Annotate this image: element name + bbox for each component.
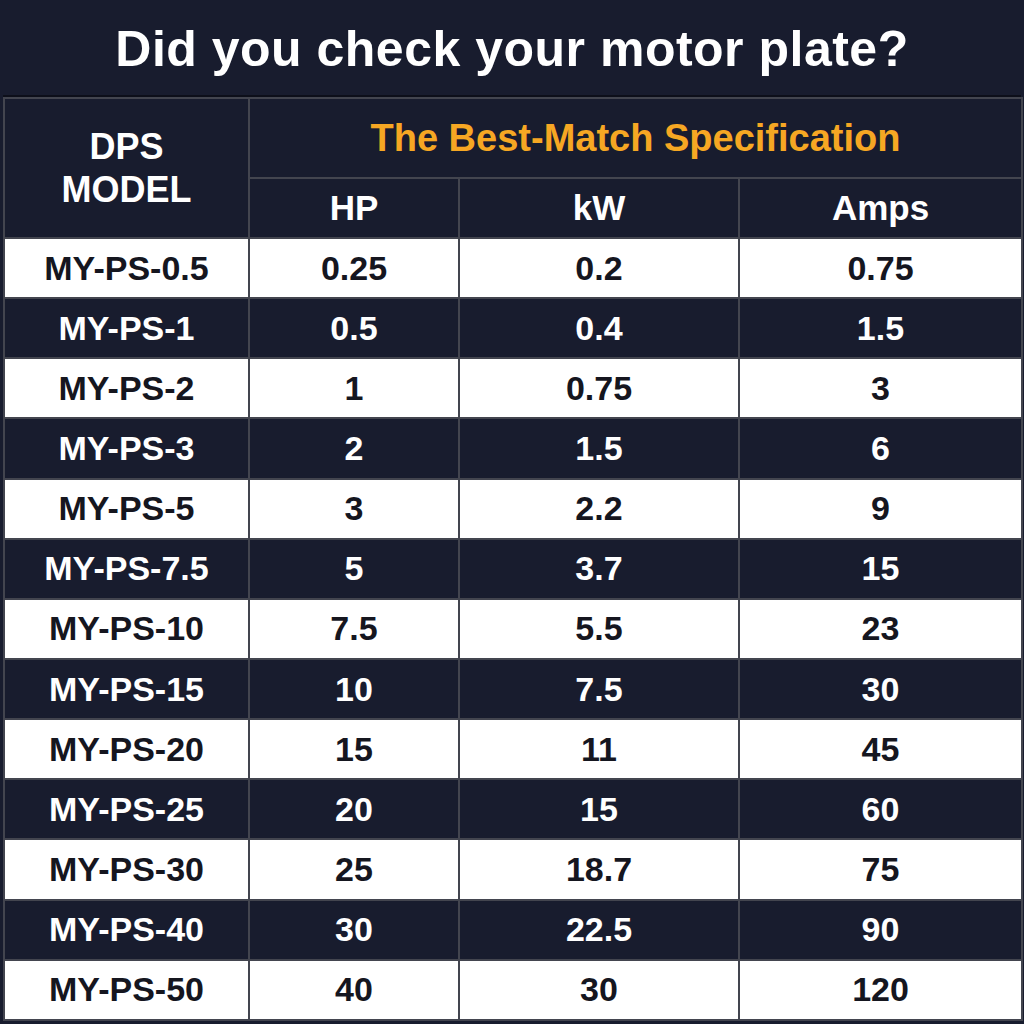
kw-cell: 15 bbox=[459, 779, 739, 839]
table-row: MY-PS-0.5 0.25 0.2 0.75 bbox=[4, 238, 1022, 298]
amps-cell: 30 bbox=[739, 659, 1022, 719]
table-row: MY-PS-1 0.5 0.4 1.5 bbox=[4, 298, 1022, 358]
model-column-header: DPS MODEL bbox=[4, 98, 249, 238]
kw-cell: 22.5 bbox=[459, 900, 739, 960]
hp-cell: 30 bbox=[249, 900, 459, 960]
table-row: MY-PS-15 10 7.5 30 bbox=[4, 659, 1022, 719]
table-row: MY-PS-30 25 18.7 75 bbox=[4, 839, 1022, 899]
kw-cell: 5.5 bbox=[459, 599, 739, 659]
model-cell: MY-PS-30 bbox=[4, 839, 249, 899]
table-body: MY-PS-0.5 0.25 0.2 0.75 MY-PS-1 0.5 0.4 … bbox=[4, 238, 1022, 1020]
amps-cell: 0.75 bbox=[739, 238, 1022, 298]
model-header-line1: DPS bbox=[5, 125, 248, 168]
model-cell: MY-PS-25 bbox=[4, 779, 249, 839]
table-row: MY-PS-20 15 11 45 bbox=[4, 719, 1022, 779]
amps-cell: 6 bbox=[739, 418, 1022, 478]
amps-cell: 9 bbox=[739, 479, 1022, 539]
hp-cell: 10 bbox=[249, 659, 459, 719]
amps-cell: 45 bbox=[739, 719, 1022, 779]
header-row-top: DPS MODEL The Best-Match Specification bbox=[4, 98, 1022, 178]
kw-cell: 0.4 bbox=[459, 298, 739, 358]
table-row: MY-PS-5 3 2.2 9 bbox=[4, 479, 1022, 539]
hp-cell: 7.5 bbox=[249, 599, 459, 659]
model-cell: MY-PS-15 bbox=[4, 659, 249, 719]
model-cell: MY-PS-40 bbox=[4, 900, 249, 960]
model-cell: MY-PS-3 bbox=[4, 418, 249, 478]
spec-table: DPS MODEL The Best-Match Specification H… bbox=[3, 97, 1023, 1021]
table-row: MY-PS-3 2 1.5 6 bbox=[4, 418, 1022, 478]
amps-cell: 1.5 bbox=[739, 298, 1022, 358]
hp-column-header: HP bbox=[249, 178, 459, 238]
kw-cell: 1.5 bbox=[459, 418, 739, 478]
model-cell: MY-PS-2 bbox=[4, 358, 249, 418]
amps-cell: 90 bbox=[739, 900, 1022, 960]
hp-cell: 40 bbox=[249, 960, 459, 1020]
amps-cell: 15 bbox=[739, 539, 1022, 599]
hp-cell: 20 bbox=[249, 779, 459, 839]
amps-cell: 60 bbox=[739, 779, 1022, 839]
hp-cell: 3 bbox=[249, 479, 459, 539]
title-band: Did you check your motor plate? bbox=[3, 3, 1021, 97]
table-row: MY-PS-25 20 15 60 bbox=[4, 779, 1022, 839]
hp-cell: 5 bbox=[249, 539, 459, 599]
amps-cell: 120 bbox=[739, 960, 1022, 1020]
model-cell: MY-PS-7.5 bbox=[4, 539, 249, 599]
table-row: MY-PS-7.5 5 3.7 15 bbox=[4, 539, 1022, 599]
hp-cell: 1 bbox=[249, 358, 459, 418]
amps-cell: 75 bbox=[739, 839, 1022, 899]
model-cell: MY-PS-50 bbox=[4, 960, 249, 1020]
model-cell: MY-PS-10 bbox=[4, 599, 249, 659]
kw-cell: 18.7 bbox=[459, 839, 739, 899]
table-row: MY-PS-2 1 0.75 3 bbox=[4, 358, 1022, 418]
table-header: DPS MODEL The Best-Match Specification H… bbox=[4, 98, 1022, 238]
hp-cell: 0.25 bbox=[249, 238, 459, 298]
kw-cell: 30 bbox=[459, 960, 739, 1020]
amps-cell: 23 bbox=[739, 599, 1022, 659]
amps-column-header: Amps bbox=[739, 178, 1022, 238]
kw-cell: 0.2 bbox=[459, 238, 739, 298]
hp-cell: 0.5 bbox=[249, 298, 459, 358]
table-row: MY-PS-10 7.5 5.5 23 bbox=[4, 599, 1022, 659]
hp-cell: 25 bbox=[249, 839, 459, 899]
spec-group-header: The Best-Match Specification bbox=[249, 98, 1022, 178]
hp-cell: 2 bbox=[249, 418, 459, 478]
kw-cell: 2.2 bbox=[459, 479, 739, 539]
model-cell: MY-PS-5 bbox=[4, 479, 249, 539]
hp-cell: 15 bbox=[249, 719, 459, 779]
model-cell: MY-PS-1 bbox=[4, 298, 249, 358]
kw-column-header: kW bbox=[459, 178, 739, 238]
page-title: Did you check your motor plate? bbox=[115, 20, 908, 78]
model-cell: MY-PS-20 bbox=[4, 719, 249, 779]
model-cell: MY-PS-0.5 bbox=[4, 238, 249, 298]
model-header-line2: MODEL bbox=[5, 168, 248, 211]
motor-spec-infographic: Did you check your motor plate? DPS MODE… bbox=[0, 0, 1024, 1024]
amps-cell: 3 bbox=[739, 358, 1022, 418]
kw-cell: 11 bbox=[459, 719, 739, 779]
table-row: MY-PS-40 30 22.5 90 bbox=[4, 900, 1022, 960]
kw-cell: 7.5 bbox=[459, 659, 739, 719]
kw-cell: 0.75 bbox=[459, 358, 739, 418]
table-row: MY-PS-50 40 30 120 bbox=[4, 960, 1022, 1020]
kw-cell: 3.7 bbox=[459, 539, 739, 599]
